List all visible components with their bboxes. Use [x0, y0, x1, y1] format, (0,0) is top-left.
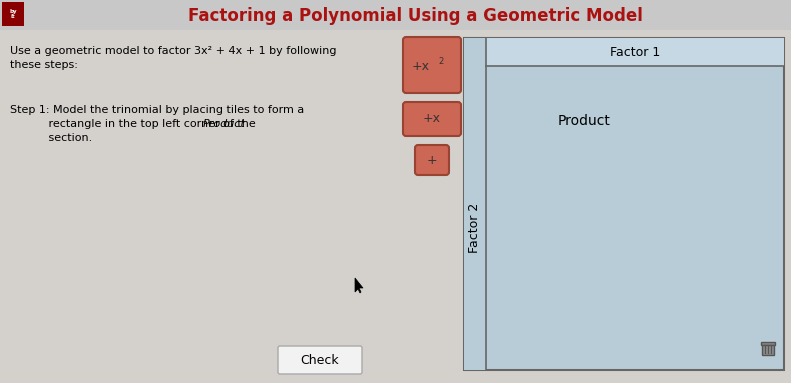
- Text: Factor 2: Factor 2: [468, 203, 482, 253]
- Text: Check: Check: [301, 354, 339, 367]
- Bar: [0, 0, 791, 30]
- FancyBboxPatch shape: [403, 37, 461, 93]
- FancyBboxPatch shape: [278, 346, 362, 374]
- Text: these steps:: these steps:: [10, 60, 78, 70]
- Text: Step 1: Model the trinomial by placing tiles to form a: Step 1: Model the trinomial by placing t…: [10, 105, 305, 115]
- Bar: [2, 2, 24, 26]
- Text: +x: +x: [423, 113, 441, 126]
- Text: +: +: [426, 154, 437, 167]
- Text: rectangle in the top left corner of the: rectangle in the top left corner of the: [10, 119, 259, 129]
- Text: section.: section.: [10, 133, 93, 143]
- Bar: [761, 342, 775, 345]
- Bar: [464, 38, 784, 370]
- Text: by
it: by it: [9, 9, 17, 19]
- Text: Product: Product: [558, 114, 611, 128]
- Text: Factor 1: Factor 1: [610, 46, 660, 59]
- Bar: [486, 38, 784, 66]
- Text: Product: Product: [203, 119, 246, 129]
- Bar: [762, 345, 774, 355]
- FancyBboxPatch shape: [415, 145, 449, 175]
- Bar: [464, 38, 486, 370]
- Text: Factoring a Polynomial Using a Geometric Model: Factoring a Polynomial Using a Geometric…: [187, 7, 642, 25]
- Polygon shape: [355, 278, 363, 293]
- Text: +x: +x: [412, 61, 430, 74]
- FancyBboxPatch shape: [403, 102, 461, 136]
- Text: 2: 2: [438, 57, 443, 65]
- Text: Use a geometric model to factor 3x² + 4x + 1 by following: Use a geometric model to factor 3x² + 4x…: [10, 46, 336, 56]
